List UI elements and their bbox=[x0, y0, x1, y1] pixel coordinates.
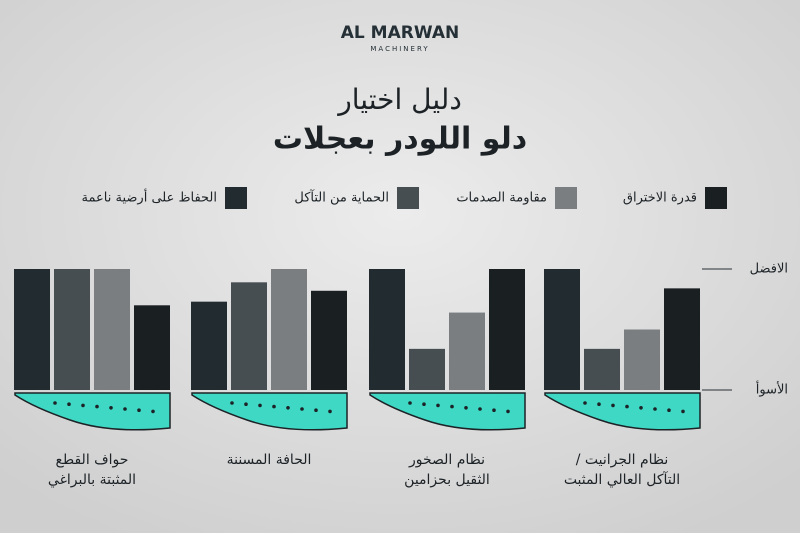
legend-swatch bbox=[397, 187, 419, 209]
x-tick-label: نظام الجرانيت / bbox=[576, 452, 669, 468]
bucket-dot bbox=[258, 403, 262, 408]
bucket-dot bbox=[639, 406, 643, 410]
bar bbox=[489, 269, 525, 390]
bucket-dot bbox=[67, 402, 71, 407]
bar bbox=[311, 290, 347, 390]
bucket-dot bbox=[464, 406, 468, 410]
bucket-dot bbox=[667, 408, 671, 413]
bucket-dot bbox=[422, 402, 426, 407]
bucket-dot bbox=[436, 403, 440, 408]
x-tick-label: الثقيل بحزامين bbox=[404, 472, 490, 488]
bucket-dot bbox=[95, 404, 99, 409]
bucket-dot bbox=[625, 404, 629, 409]
bar bbox=[231, 282, 267, 390]
bar bbox=[14, 269, 50, 390]
x-tick-label: المثبتة بالبراغي bbox=[48, 472, 136, 488]
bar bbox=[271, 269, 307, 390]
bucket-dot bbox=[314, 408, 318, 413]
bar bbox=[449, 312, 485, 390]
bar bbox=[191, 301, 227, 390]
bucket-dot bbox=[109, 406, 113, 410]
bucket-dot bbox=[300, 407, 304, 411]
bucket-dot bbox=[681, 409, 685, 414]
bucket-dot bbox=[230, 401, 234, 405]
bucket-dot bbox=[286, 406, 290, 410]
bar bbox=[134, 305, 170, 390]
legend-label: الحفاظ على أرضية ناعمة bbox=[82, 189, 217, 206]
legend-label: الحماية من التآكل bbox=[294, 189, 389, 206]
bucket-dot bbox=[492, 408, 496, 413]
x-tick-label: التآكل العالي المثبت bbox=[564, 471, 680, 488]
bucket-dot bbox=[81, 403, 85, 408]
bar bbox=[54, 269, 90, 390]
y-tick-label: الافضل bbox=[750, 262, 788, 277]
x-tick-label: حواف القطع bbox=[56, 452, 129, 468]
chart-subtitle: دلو اللودر بعجلات bbox=[273, 122, 527, 157]
x-tick-label: نظام الصخور bbox=[408, 452, 485, 468]
logo-tagline: MACHINERY bbox=[370, 45, 429, 53]
bar bbox=[94, 269, 130, 390]
legend-swatch bbox=[705, 187, 727, 209]
bucket-dot bbox=[583, 401, 587, 405]
x-tick-label: الحافة المسننة bbox=[227, 452, 312, 468]
y-tick-label: الأسوأ bbox=[756, 381, 788, 398]
bucket-dot bbox=[597, 402, 601, 407]
bucket-dot bbox=[611, 403, 615, 408]
chart-title: دليل اختيار bbox=[336, 83, 462, 116]
bucket-dot bbox=[123, 407, 127, 411]
legend-label: قدرة الاختراق bbox=[623, 191, 697, 206]
bucket-dot bbox=[53, 401, 57, 405]
bar bbox=[584, 348, 620, 390]
bucket-dot bbox=[151, 409, 155, 414]
bar bbox=[369, 269, 405, 390]
bucket-dot bbox=[408, 401, 412, 405]
bucket-dot bbox=[450, 404, 454, 409]
bucket-dot bbox=[653, 407, 657, 411]
bar bbox=[664, 288, 700, 390]
bucket-dot bbox=[244, 402, 248, 407]
bar bbox=[624, 329, 660, 390]
legend-label: مقاومة الصدمات bbox=[456, 191, 547, 206]
bucket-dot bbox=[478, 407, 482, 411]
bucket-dot bbox=[272, 404, 276, 409]
legend-swatch bbox=[225, 187, 247, 209]
bucket-dot bbox=[137, 408, 141, 413]
bucket-dot bbox=[506, 409, 510, 414]
legend-swatch bbox=[555, 187, 577, 209]
bar bbox=[409, 348, 445, 390]
logo-name: AL MARWAN bbox=[341, 23, 459, 43]
bar bbox=[544, 269, 580, 390]
bucket-dot bbox=[328, 409, 332, 414]
